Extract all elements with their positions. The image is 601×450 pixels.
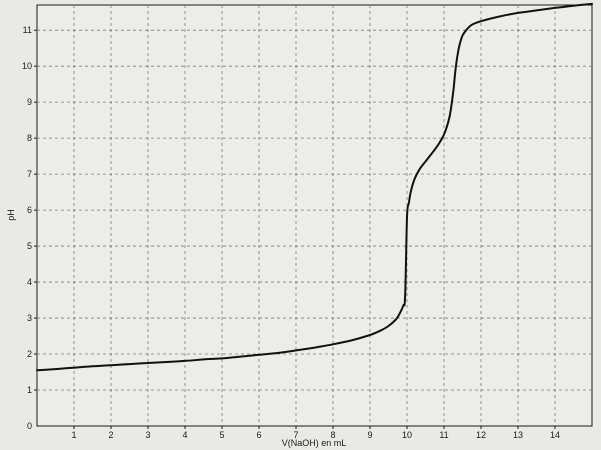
x-tick-label: 5 (219, 430, 224, 440)
ph-curve-line (36, 2, 593, 372)
x-tick-label: 11 (439, 430, 448, 440)
x-tick-label: 3 (145, 430, 150, 440)
y-tick-label: 7 (27, 169, 32, 179)
x-tick-label: 10 (402, 430, 412, 440)
series-layer (36, 2, 593, 372)
x-tick-label: 6 (256, 430, 261, 440)
y-tick-label: 10 (22, 61, 32, 71)
y-tick-label: 9 (27, 97, 32, 107)
y-tick-label: 4 (27, 277, 32, 287)
x-axis-label: V(NaOH) en mL (282, 438, 347, 448)
y-tick-label: 2 (27, 349, 32, 359)
x-tick-label: 4 (182, 430, 187, 440)
y-tick-label: 5 (27, 241, 32, 251)
x-tick-label: 2 (108, 430, 113, 440)
y-axis-label: pH (6, 209, 16, 221)
y-tick-label: 6 (27, 205, 32, 215)
y-tick-label: 1 (27, 385, 32, 395)
y-tick-label: 8 (27, 133, 32, 143)
x-tick-label: 7 (293, 430, 298, 440)
x-tick-label: 14 (550, 430, 560, 440)
y-tick-label: 0 (27, 421, 32, 431)
x-tick-label: 9 (367, 430, 372, 440)
y-axis-ticks: 1 2 3 4 5 6 7 8 9 10 11 0 (22, 25, 37, 431)
grid-lines (37, 5, 592, 426)
x-tick-label: 12 (476, 430, 486, 440)
x-tick-label: 13 (513, 430, 523, 440)
plot-area (36, 4, 593, 427)
x-tick-label: 1 (71, 430, 76, 440)
x-axis-ticks: 1 2 3 4 5 6 7 8 9 10 11 12 13 14 (71, 426, 560, 440)
y-tick-label: 11 (23, 25, 32, 35)
y-tick-label: 3 (27, 313, 32, 323)
x-tick-label: 8 (330, 430, 335, 440)
